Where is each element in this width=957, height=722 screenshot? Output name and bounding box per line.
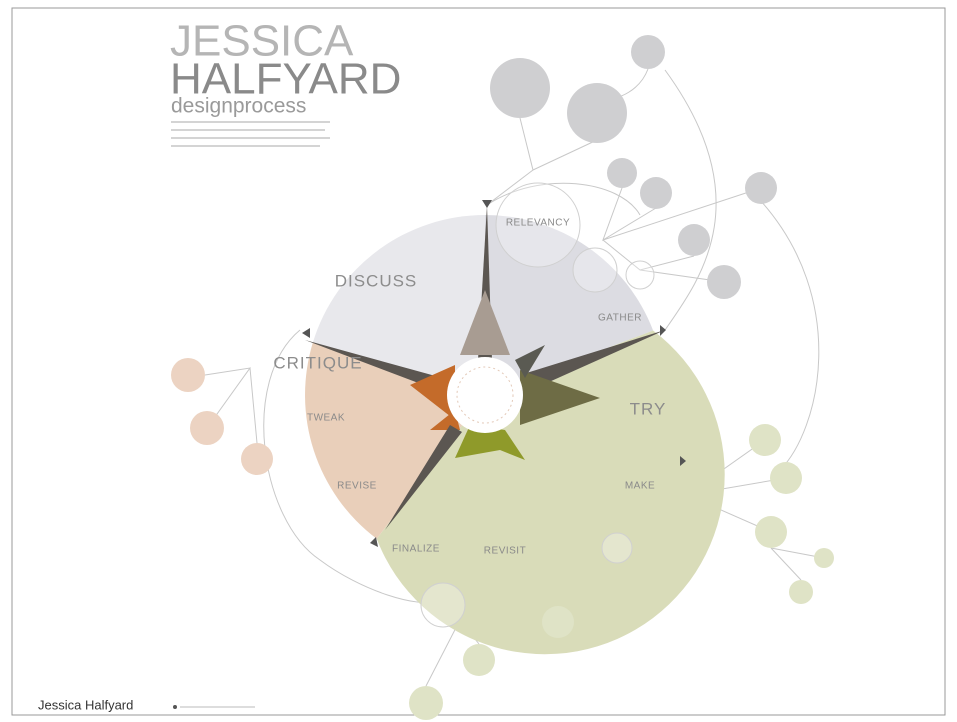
footer-author: Jessica Halfyard <box>38 697 133 712</box>
phase-label: DISCUSS <box>335 271 418 290</box>
first-name: JESSICA <box>170 17 354 66</box>
try-sector <box>376 330 725 655</box>
arrows <box>302 200 686 547</box>
subtitle: designprocess <box>171 95 306 118</box>
star <box>305 205 665 530</box>
green-bubbles <box>409 424 834 720</box>
hubs <box>420 182 655 628</box>
step-label: FINALIZE <box>392 544 440 555</box>
phase-label: TRY <box>630 399 667 418</box>
step-label: RELEVANCY <box>506 218 570 229</box>
peach-bubbles <box>171 358 273 475</box>
step-label: REVISE <box>337 481 377 492</box>
intro-lines <box>171 121 330 147</box>
connectors <box>204 68 825 687</box>
relevancy-sector <box>485 215 654 395</box>
gray-bubbles <box>490 35 777 299</box>
last-name: HALFYARD <box>170 55 401 104</box>
step-label: TWEAK <box>307 413 345 424</box>
discuss-sector <box>312 215 485 395</box>
step-label: GATHER <box>598 313 642 324</box>
footer-dot <box>173 705 177 709</box>
wheel <box>305 215 725 655</box>
phase-label: CRITIQUE <box>273 353 362 372</box>
step-label: REVISIT <box>484 546 526 557</box>
step-label: MAKE <box>625 481 655 492</box>
